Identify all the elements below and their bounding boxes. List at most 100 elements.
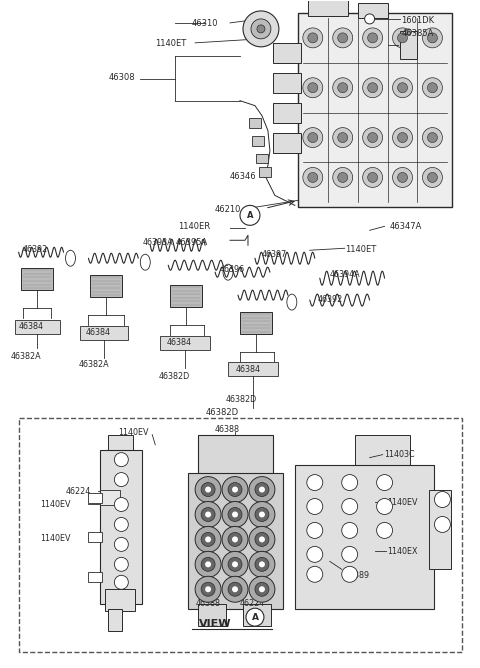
- Circle shape: [114, 538, 128, 551]
- Circle shape: [259, 561, 265, 567]
- Circle shape: [338, 33, 348, 43]
- Circle shape: [114, 472, 128, 486]
- Text: 46224: 46224: [65, 486, 91, 496]
- Bar: [252, 136, 264, 146]
- Circle shape: [201, 482, 215, 496]
- Circle shape: [303, 128, 323, 148]
- Bar: [399, 31, 418, 59]
- Circle shape: [246, 608, 264, 626]
- Circle shape: [428, 83, 437, 93]
- Circle shape: [205, 587, 211, 593]
- Circle shape: [422, 28, 443, 48]
- Circle shape: [249, 551, 275, 577]
- Circle shape: [342, 566, 358, 582]
- Bar: [19, 418, 462, 652]
- Circle shape: [232, 486, 238, 492]
- Circle shape: [342, 474, 358, 490]
- Bar: [259, 168, 271, 178]
- Circle shape: [342, 498, 358, 514]
- Bar: [228, 362, 278, 376]
- Circle shape: [257, 25, 265, 33]
- Circle shape: [205, 536, 211, 542]
- Ellipse shape: [287, 294, 297, 310]
- Text: 46224: 46224: [240, 599, 265, 609]
- Bar: [355, 435, 409, 470]
- Circle shape: [222, 526, 248, 552]
- Bar: [249, 118, 261, 128]
- Text: 46310: 46310: [192, 19, 218, 28]
- Circle shape: [406, 29, 411, 35]
- Text: 46384: 46384: [166, 338, 191, 347]
- Circle shape: [259, 587, 265, 593]
- Circle shape: [342, 522, 358, 538]
- Circle shape: [259, 486, 265, 492]
- Bar: [88, 492, 102, 502]
- Circle shape: [308, 83, 318, 93]
- Text: A: A: [247, 211, 253, 220]
- Circle shape: [222, 502, 248, 528]
- Bar: [240, 312, 272, 334]
- Circle shape: [307, 474, 323, 490]
- Text: 46395A: 46395A: [175, 238, 207, 247]
- Text: 1140EX: 1140EX: [387, 547, 418, 556]
- Circle shape: [201, 582, 215, 597]
- Bar: [298, 13, 452, 207]
- Text: 46382A: 46382A: [11, 352, 41, 361]
- Bar: [188, 472, 283, 609]
- Text: 46393A: 46393A: [142, 238, 173, 247]
- Text: 46308: 46308: [108, 73, 135, 81]
- Bar: [90, 275, 122, 297]
- Circle shape: [201, 532, 215, 546]
- Circle shape: [255, 532, 269, 546]
- Text: A: A: [252, 613, 258, 622]
- Circle shape: [363, 168, 383, 188]
- Circle shape: [243, 11, 279, 47]
- Bar: [273, 73, 301, 93]
- Circle shape: [195, 476, 221, 502]
- Text: 46382D: 46382D: [158, 372, 190, 381]
- Bar: [243, 605, 271, 626]
- Circle shape: [363, 77, 383, 98]
- Circle shape: [232, 536, 238, 542]
- Circle shape: [368, 83, 378, 93]
- Circle shape: [205, 486, 211, 492]
- Text: 46382D: 46382D: [226, 395, 257, 404]
- Circle shape: [255, 482, 269, 496]
- Text: 46382A: 46382A: [78, 360, 109, 369]
- Circle shape: [114, 518, 128, 532]
- Circle shape: [308, 33, 318, 43]
- Circle shape: [333, 28, 353, 48]
- Text: 1140ET: 1140ET: [155, 39, 187, 48]
- Circle shape: [222, 551, 248, 577]
- Circle shape: [377, 498, 393, 514]
- Bar: [170, 285, 202, 307]
- Circle shape: [249, 476, 275, 502]
- Text: 46392: 46392: [23, 245, 48, 255]
- Circle shape: [393, 128, 412, 148]
- Circle shape: [428, 132, 437, 142]
- Circle shape: [222, 576, 248, 603]
- Bar: [100, 490, 120, 504]
- Text: 46347A: 46347A: [390, 222, 422, 231]
- Circle shape: [251, 19, 271, 39]
- Circle shape: [308, 172, 318, 182]
- Bar: [273, 103, 301, 123]
- Bar: [108, 435, 133, 453]
- Bar: [358, 3, 387, 18]
- Circle shape: [228, 508, 242, 522]
- Circle shape: [228, 582, 242, 597]
- Circle shape: [259, 536, 265, 542]
- Text: 1140EV: 1140EV: [41, 534, 71, 544]
- Text: 46394A: 46394A: [330, 270, 360, 279]
- Text: 1601DK: 1601DK: [402, 16, 435, 25]
- Circle shape: [422, 77, 443, 98]
- Circle shape: [303, 77, 323, 98]
- Circle shape: [363, 128, 383, 148]
- Bar: [108, 609, 122, 631]
- Circle shape: [397, 172, 408, 182]
- Bar: [88, 532, 102, 542]
- Bar: [106, 589, 135, 611]
- Ellipse shape: [65, 250, 75, 266]
- Circle shape: [201, 508, 215, 522]
- Circle shape: [249, 576, 275, 603]
